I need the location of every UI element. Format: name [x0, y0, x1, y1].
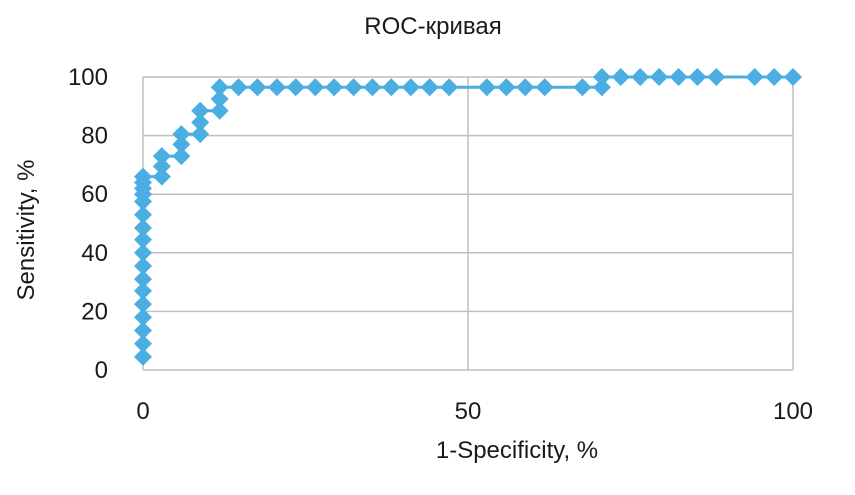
roc-point — [248, 78, 267, 97]
roc-series — [134, 68, 802, 366]
roc-point — [440, 78, 459, 97]
roc-point — [592, 68, 611, 86]
roc-point — [210, 78, 229, 97]
roc-point — [134, 347, 152, 366]
x-axis-ticks: 0 50 100 — [136, 398, 813, 425]
roc-point — [210, 89, 229, 108]
roc-point — [134, 243, 152, 262]
roc-point — [286, 78, 305, 97]
chart-title: ROC-кривая — [364, 13, 501, 40]
roc-point — [152, 157, 171, 176]
x-axis-label: 1-Specificity, % — [436, 437, 598, 464]
y-axis-label: Sensitivity, % — [13, 160, 40, 301]
roc-point — [745, 68, 764, 86]
roc-point — [134, 308, 152, 327]
roc-point — [363, 78, 382, 97]
roc-point — [172, 147, 191, 166]
roc-point — [134, 167, 152, 186]
roc-point — [344, 78, 363, 97]
roc-point — [134, 321, 152, 340]
roc-point — [152, 147, 171, 166]
roc-point — [707, 68, 726, 86]
roc-point — [210, 101, 229, 120]
roc-point — [267, 78, 286, 97]
roc-point — [134, 295, 152, 314]
roc-point — [191, 125, 210, 144]
roc-point — [784, 68, 802, 86]
y-tick-label: 40 — [81, 240, 108, 267]
grid-lines — [142, 76, 794, 371]
roc-point — [631, 68, 650, 86]
roc-point — [516, 78, 535, 97]
y-tick-label: 0 — [95, 357, 108, 384]
roc-point — [134, 334, 152, 353]
roc-point — [172, 125, 191, 144]
roc-point — [134, 230, 152, 249]
roc-point — [172, 135, 191, 154]
x-tick-label: 50 — [455, 398, 482, 425]
roc-point — [229, 78, 248, 97]
roc-point — [382, 78, 401, 97]
y-tick-label: 60 — [81, 181, 108, 208]
roc-point — [573, 78, 592, 97]
roc-point — [669, 68, 688, 86]
roc-point — [191, 113, 210, 132]
roc-point — [134, 218, 152, 237]
roc-point — [765, 68, 784, 86]
x-tick-label: 100 — [773, 398, 813, 425]
roc-point — [134, 256, 152, 275]
roc-point — [134, 281, 152, 300]
roc-point — [650, 68, 669, 86]
roc-point — [688, 68, 707, 86]
roc-point — [477, 78, 496, 97]
roc-point — [152, 167, 171, 186]
roc-point — [592, 78, 611, 97]
roc-point — [611, 68, 630, 86]
roc-point — [535, 78, 554, 97]
roc-point — [134, 205, 152, 224]
y-tick-label: 20 — [81, 298, 108, 325]
roc-point — [420, 78, 439, 97]
roc-point — [191, 101, 210, 120]
y-axis-ticks: 0 20 40 60 80 100 — [68, 64, 108, 384]
roc-point — [134, 270, 152, 289]
y-tick-label: 100 — [68, 64, 108, 91]
roc-point — [401, 78, 420, 97]
x-tick-label: 0 — [136, 398, 149, 425]
roc-point — [497, 78, 516, 97]
roc-point — [306, 78, 325, 97]
y-tick-label: 80 — [81, 123, 108, 150]
roc-point — [325, 78, 344, 97]
